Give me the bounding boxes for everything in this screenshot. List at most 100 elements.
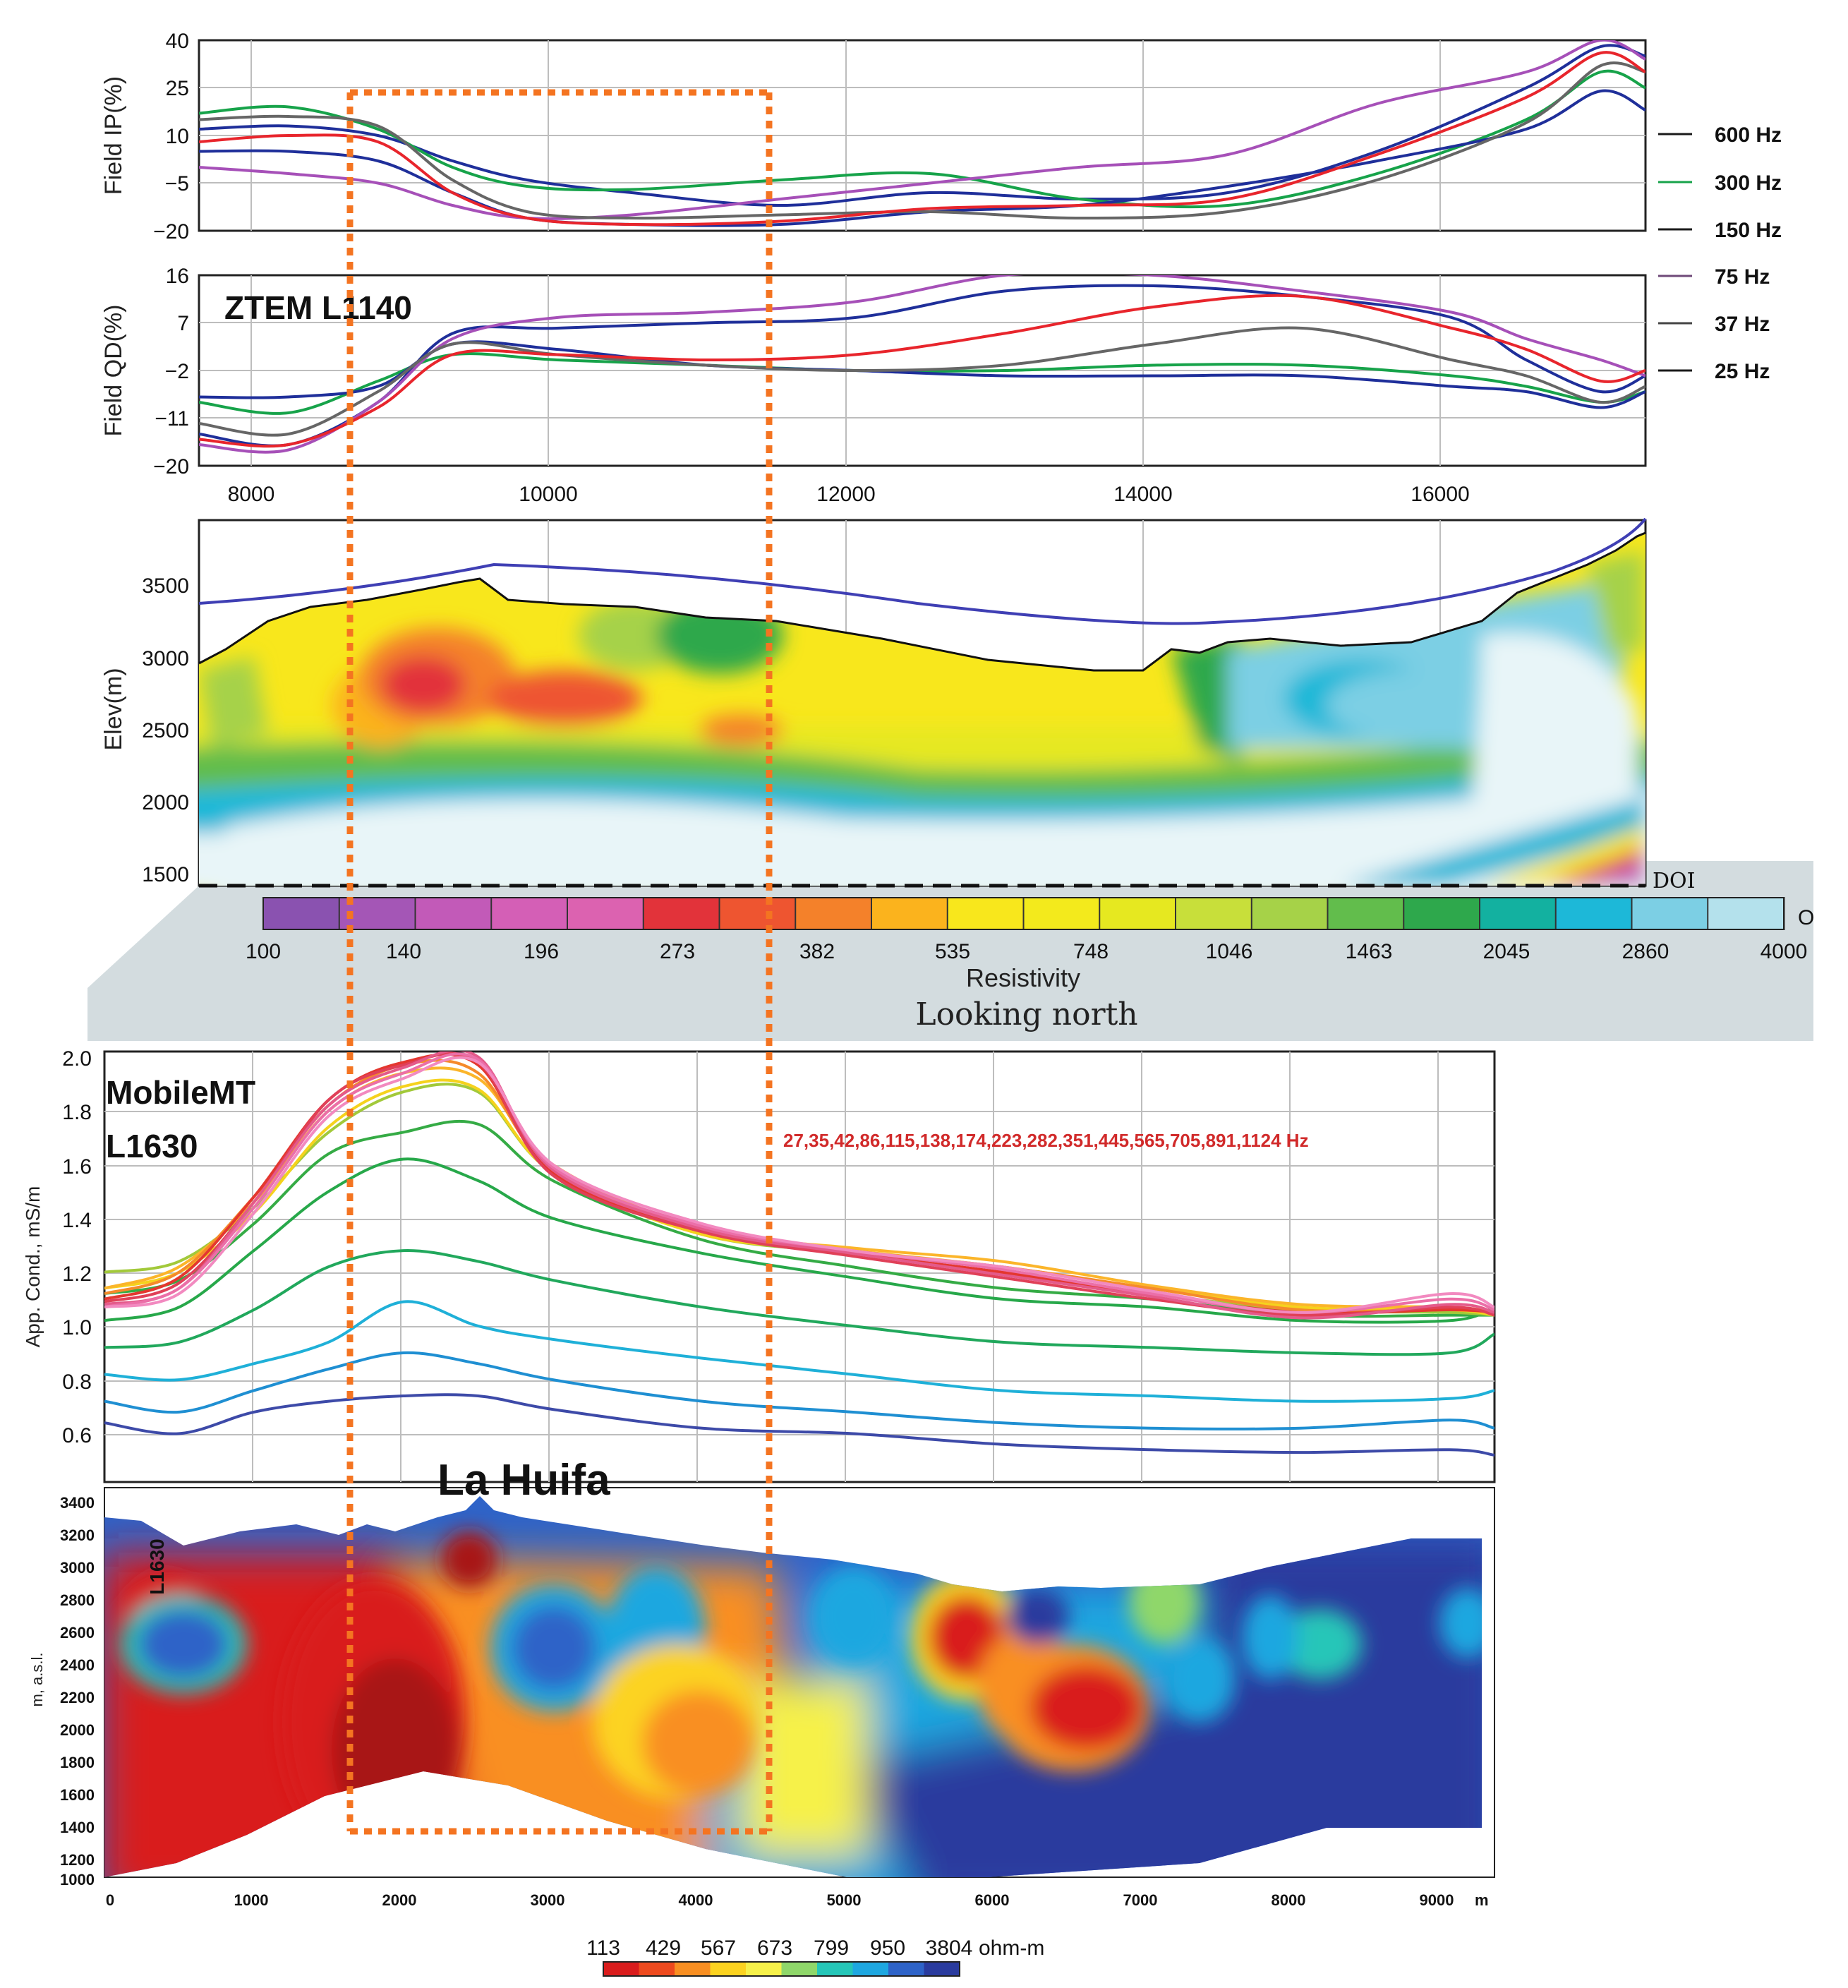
qd-series-37-hz (199, 326, 1645, 437)
mt-cbar-swatch (781, 1962, 818, 1976)
mts-ytick: 2800 (60, 1591, 95, 1609)
ztem-cbar-swatch (795, 897, 873, 930)
svg-text:150 Hz: 150 Hz (1715, 219, 1782, 242)
frequencies-label: 27,35,42,86,115,138,174,223,282,351,445,… (783, 1130, 1309, 1151)
qd-x-ticks: 8000 10000 12000 14000 16000 (228, 483, 1470, 506)
mts-ytick: 1000 (60, 1871, 95, 1888)
mt-cbar-tick: 113 (586, 1936, 620, 1960)
ztem-cbar-swatch (642, 897, 720, 930)
qd-xtick: 8000 (228, 483, 275, 506)
legend-item-37hz: 37 Hz (1658, 313, 1770, 336)
qd-ytick: 7 (177, 312, 189, 335)
ip-ytick: 40 (166, 30, 189, 53)
mt-section-y-ticks: 3400 3200 3000 2800 2600 2400 2200 2000 … (60, 1494, 95, 1888)
ztem-section-y-ticks: 3500 3000 2500 2000 1500 (142, 574, 189, 886)
mts-ytick: 2000 (60, 1721, 95, 1739)
mt-series-115-hz (104, 1157, 1494, 1324)
qd-series-300-hz (199, 352, 1645, 415)
mt-cbar-tick: 799 (814, 1936, 849, 1960)
cbar-tick: 196 (524, 940, 559, 963)
mts-ytick: 1800 (60, 1754, 95, 1771)
mts-xtick: 0 (106, 1891, 114, 1909)
mt-colorbar (603, 1961, 960, 1977)
mt-cbar-swatch (603, 1962, 639, 1976)
qd-ytick: 16 (166, 265, 189, 288)
ztem-cbar-swatch (414, 897, 493, 930)
ip-series-25-hz (199, 51, 1645, 227)
qd-series-75-hz (199, 275, 1645, 454)
qd-ytick: −11 (155, 407, 189, 430)
mt-cbar-tick: 429 (646, 1936, 681, 1960)
mt-gridlines (104, 1052, 1494, 1482)
ztem-section-panel: DOI 3500 3000 2500 2000 1500 Elev(m) 100… (87, 517, 1814, 1041)
svg-text:600 Hz: 600 Hz (1715, 124, 1782, 147)
ztem-cbar-swatch (1250, 897, 1329, 930)
mt-section-x-ticks: 0 1000 2000 3000 4000 5000 6000 7000 800… (106, 1891, 1489, 1909)
ip-ytick: 10 (166, 125, 189, 148)
qd-ylabel: Field QD(%) (100, 304, 127, 436)
ip-series-150-hz (199, 89, 1645, 227)
mts-ytick: 2200 (60, 1689, 95, 1706)
qd-xtick: 16000 (1411, 483, 1469, 506)
mts-xtick: 4000 (679, 1891, 713, 1909)
mts-ytick: 2600 (60, 1624, 95, 1641)
mts-xtick: 3000 (531, 1891, 565, 1909)
qd-y-ticks: 16 7 −2 −11 −20 (153, 265, 189, 478)
sec-ylabel: Elev(m) (100, 668, 127, 750)
mt-y-ticks: 2.0 1.8 1.6 1.4 1.2 1.0 0.8 0.6 (62, 1047, 92, 1447)
cbar-tick: 273 (660, 940, 695, 963)
legend-item-75hz: 75 Hz (1658, 265, 1770, 289)
mt-cbar-unit: ohm-m (979, 1936, 1044, 1960)
ip-ytick: 25 (166, 77, 189, 100)
qd-series-group (199, 275, 1645, 454)
mts-xtick: 8000 (1272, 1891, 1306, 1909)
mt-cbar-tick: 950 (870, 1936, 905, 1960)
ztem-cbar-swatch (946, 897, 1025, 930)
legend-item-25hz: 25 Hz (1658, 360, 1770, 383)
mt-ytick: 2.0 (62, 1047, 92, 1071)
mts-xunit: m (1475, 1891, 1489, 1909)
mt-cbar-tick: 567 (701, 1936, 736, 1960)
mt-cbar-swatch (639, 1962, 675, 1976)
cbar-tick: 1463 (1346, 940, 1393, 963)
colorbar-label: Resistivity (966, 963, 1080, 992)
mts-ytick: 2400 (60, 1656, 95, 1674)
mt-cbar-tick: 3804 (926, 1936, 973, 1960)
sec-ytick: 2500 (142, 719, 189, 742)
mt-plot-frame (103, 1050, 1496, 1483)
cbar-tick: 535 (935, 940, 970, 963)
cbar-tick: 1046 (1206, 940, 1253, 963)
mt-ylabel: App. Cond., mS/m (22, 1186, 44, 1348)
qd-panel: ZTEM L1140 16 7 −2 −11 −20 8000 10000 12… (100, 265, 1647, 506)
mts-xtick: 9000 (1420, 1891, 1454, 1909)
ip-series-group (199, 40, 1645, 227)
mt-cbar-swatch (710, 1962, 747, 1976)
mt-cbar-swatch (746, 1962, 782, 1976)
mts-ytick: 3200 (60, 1526, 95, 1544)
mt-cbar-swatch (852, 1962, 889, 1976)
mt-cbar-tick: 673 (757, 1936, 792, 1960)
mt-cbar-frame (603, 1961, 960, 1977)
ztem-colorbar-ticks: 100 140 196 273 382 535 748 1046 1463 20… (246, 906, 1814, 963)
ztem-cbar-swatch (1099, 897, 1177, 930)
cbar-tick: 382 (799, 940, 835, 963)
cbar-tick: 2045 (1483, 940, 1530, 963)
sec-ytick: 1500 (142, 863, 189, 886)
mt-series-27-hz (104, 1393, 1494, 1457)
mt-ytick: 1.4 (62, 1209, 92, 1232)
mts-xtick: 6000 (975, 1891, 1010, 1909)
mts-ytick: 1600 (60, 1786, 95, 1804)
mt-cbar-swatch (817, 1962, 853, 1976)
ztem-cbar-swatch (1175, 897, 1253, 930)
ztem-cbar-swatch (1022, 897, 1101, 930)
mts-xtick: 5000 (827, 1891, 862, 1909)
ztem-cbar-frame (262, 897, 1784, 930)
ip-y-ticks: 40 25 10 −5 −20 (153, 30, 189, 243)
mobilemt-title-line2: L1630 (106, 1128, 198, 1164)
sec-ytick: 3000 (142, 647, 189, 670)
qd-ytick: −2 (165, 360, 189, 383)
ztem-cbar-swatch (1479, 897, 1557, 930)
mt-series-42-hz (104, 1300, 1494, 1403)
ztem-cbar-swatch (490, 897, 569, 930)
